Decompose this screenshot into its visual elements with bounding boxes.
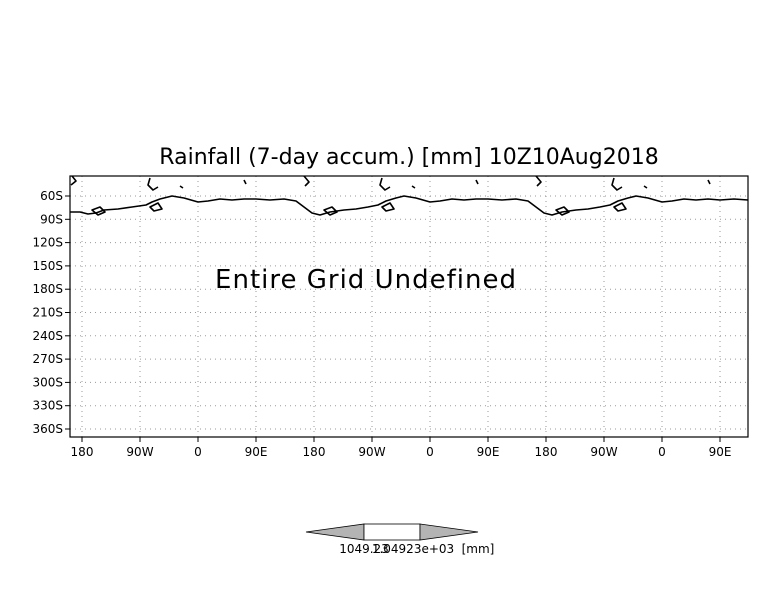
lon-tick-label: 90E: [245, 445, 268, 459]
lat-tick-label: 240S: [32, 329, 63, 343]
colorbar-left-triangle: [305, 523, 365, 541]
lon-tick-label: 90W: [590, 445, 617, 459]
lon-tick-label: 180: [303, 445, 326, 459]
lat-tick-label: 60S: [40, 189, 63, 203]
lon-tick-label: 90W: [126, 445, 153, 459]
lat-tick-label: 120S: [32, 236, 63, 250]
lat-tick-label: 180S: [32, 282, 63, 296]
lat-tick-label: 360S: [32, 422, 63, 436]
longitude-ticks: 180 90W 0 90E 180 90W 0 90E 180 90W 0 90E: [71, 437, 732, 459]
map-frame: [69, 175, 749, 438]
colorbar-overlap-label: 1.04923e+03: [372, 542, 454, 556]
gridlines: [70, 176, 748, 437]
colorbar: 1049.23 1.04923e+03 [mm]: [305, 523, 495, 556]
lon-tick-label: 0: [194, 445, 202, 459]
lon-tick-label: 90E: [709, 445, 732, 459]
lon-tick-label: 90W: [358, 445, 385, 459]
colorbar-center-box: [363, 523, 421, 541]
colorbar-right-triangle: [419, 523, 479, 541]
lon-tick-label: 0: [426, 445, 434, 459]
lat-tick-label: 210S: [32, 306, 63, 320]
latitude-ticks: 60S 90S 120S 150S 180S 210S 240S 270S 300S 330S 36…: [32, 189, 70, 436]
lat-tick-label: 270S: [32, 352, 63, 366]
lon-tick-label: 0: [658, 445, 666, 459]
map-title: Rainfall (7-day accum.) [mm] 10Z10Aug201…: [159, 145, 658, 170]
lat-tick-label: 150S: [32, 259, 63, 273]
lat-tick-label: 90S: [40, 212, 63, 226]
colorbar-unit-label: [mm]: [462, 542, 495, 556]
colorbar-left-label: 1049.23: [339, 542, 389, 556]
undefined-grid-message: Entire Grid Undefined: [215, 265, 517, 295]
coastline: [70, 175, 749, 216]
lon-tick-label: 180: [71, 445, 94, 459]
lon-tick-label: 180: [535, 445, 558, 459]
lon-tick-label: 90E: [477, 445, 500, 459]
lat-tick-label: 300S: [32, 375, 63, 389]
lat-tick-label: 330S: [32, 399, 63, 413]
